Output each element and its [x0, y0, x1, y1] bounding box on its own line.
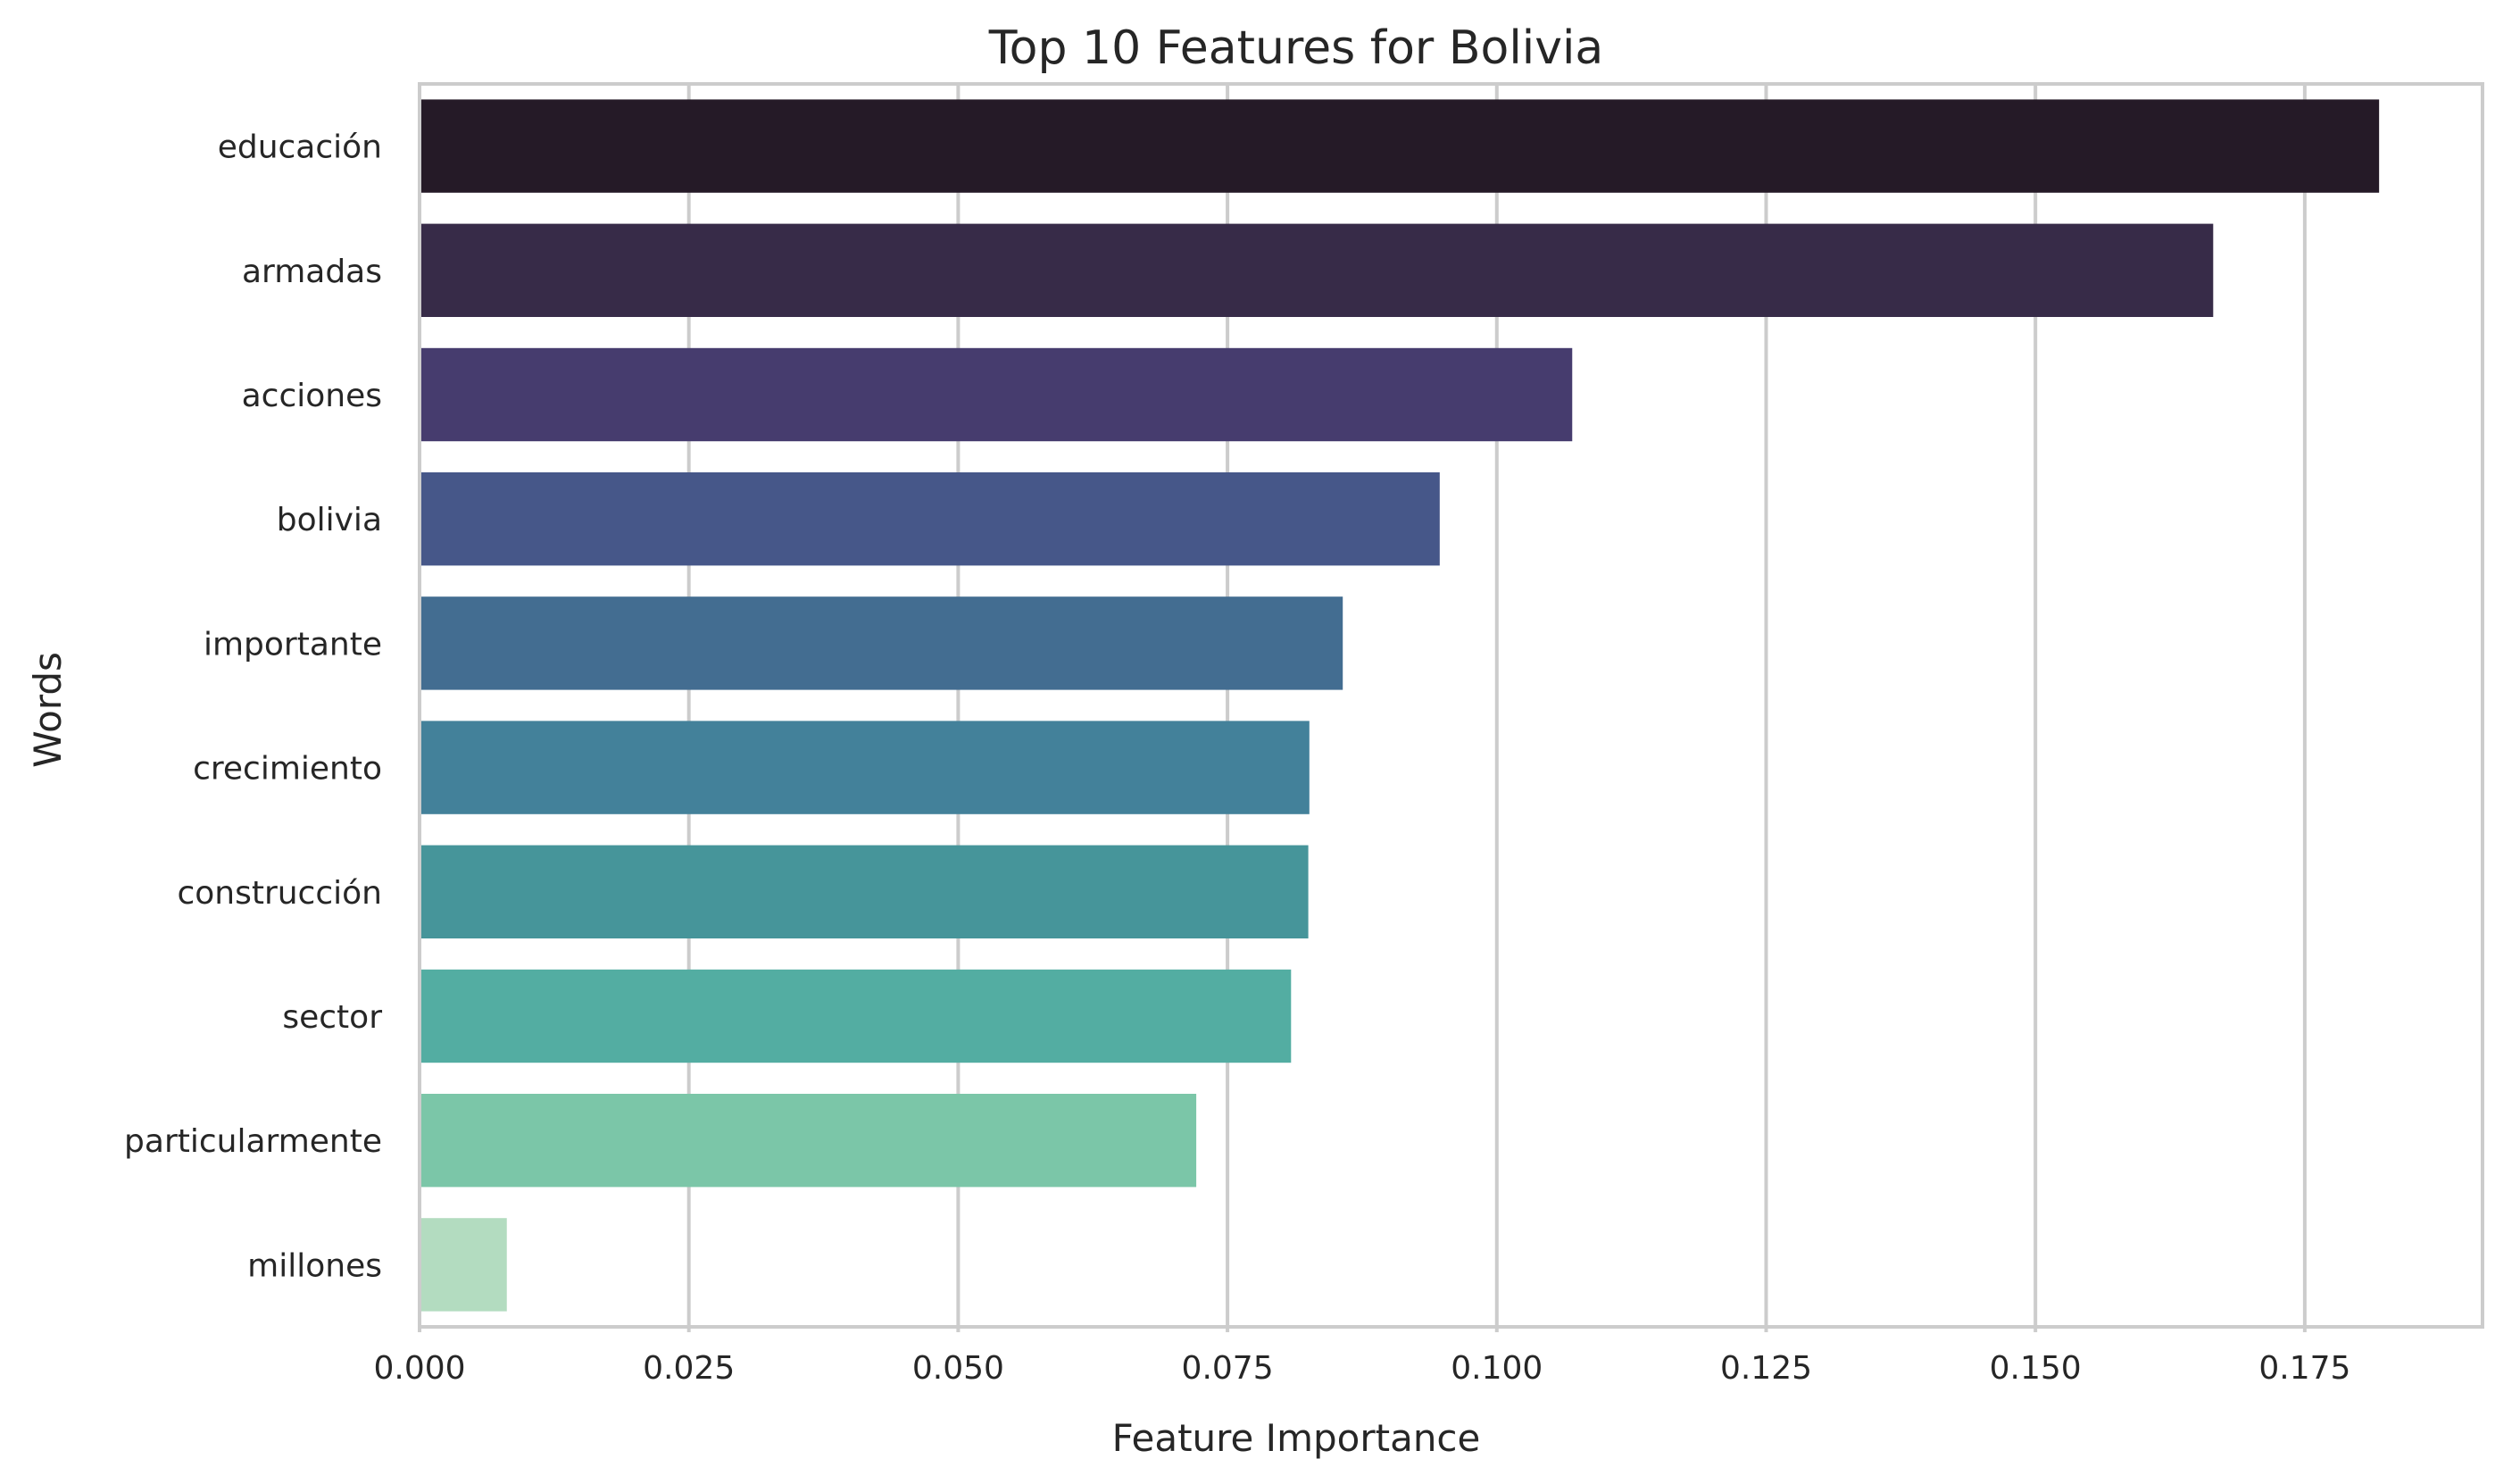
x-tick-label: 0.025	[643, 1350, 735, 1387]
x-tick-label: 0.050	[912, 1350, 1004, 1387]
y-tick-label: acciones	[242, 378, 382, 414]
y-tick-label: sector	[282, 999, 382, 1036]
x-tick-label: 0.075	[1182, 1350, 1274, 1387]
y-tick-label: armadas	[242, 254, 382, 290]
x-tick-label: 0.000	[373, 1350, 465, 1387]
y-tick-label: construcción	[177, 875, 382, 912]
chart-title: Top 10 Features for Bolivia	[988, 21, 1604, 75]
x-axis-label: Feature Importance	[1112, 1416, 1481, 1460]
x-tick-label: 0.150	[1990, 1350, 2082, 1387]
x-tick-label: 0.175	[2258, 1350, 2350, 1387]
y-tick-label: importante	[204, 626, 382, 663]
y-tick-label: millones	[247, 1247, 382, 1284]
y-tick-label: educación	[218, 129, 382, 166]
bar-7	[420, 969, 1292, 1063]
bar-9	[420, 1218, 507, 1312]
bars	[420, 99, 2380, 1312]
plot-frame	[418, 82, 2484, 1329]
y-tick-label: particularmente	[124, 1123, 382, 1160]
bar-3	[420, 472, 1440, 566]
x-tick-label: 0.125	[1720, 1350, 1812, 1387]
bar-0	[420, 99, 2380, 193]
y-axis-label: Words	[26, 652, 70, 768]
y-tick-label: bolivia	[277, 502, 382, 538]
bar-1	[420, 223, 2214, 317]
y-axis-ticks: educación armadas acciones bolivia important…	[124, 129, 382, 1285]
bar-8	[420, 1094, 1197, 1188]
x-axis-ticks: 0.000 0.025 0.050 0.075 0.100 0.125 0.150 0.175	[373, 1327, 2350, 1387]
bar-4	[420, 596, 1343, 690]
x-tick-label: 0.100	[1451, 1350, 1543, 1387]
bar-6	[420, 845, 1309, 938]
y-tick-label: crecimiento	[193, 751, 382, 788]
bar-5	[420, 721, 1310, 814]
bar-2	[420, 347, 1573, 442]
